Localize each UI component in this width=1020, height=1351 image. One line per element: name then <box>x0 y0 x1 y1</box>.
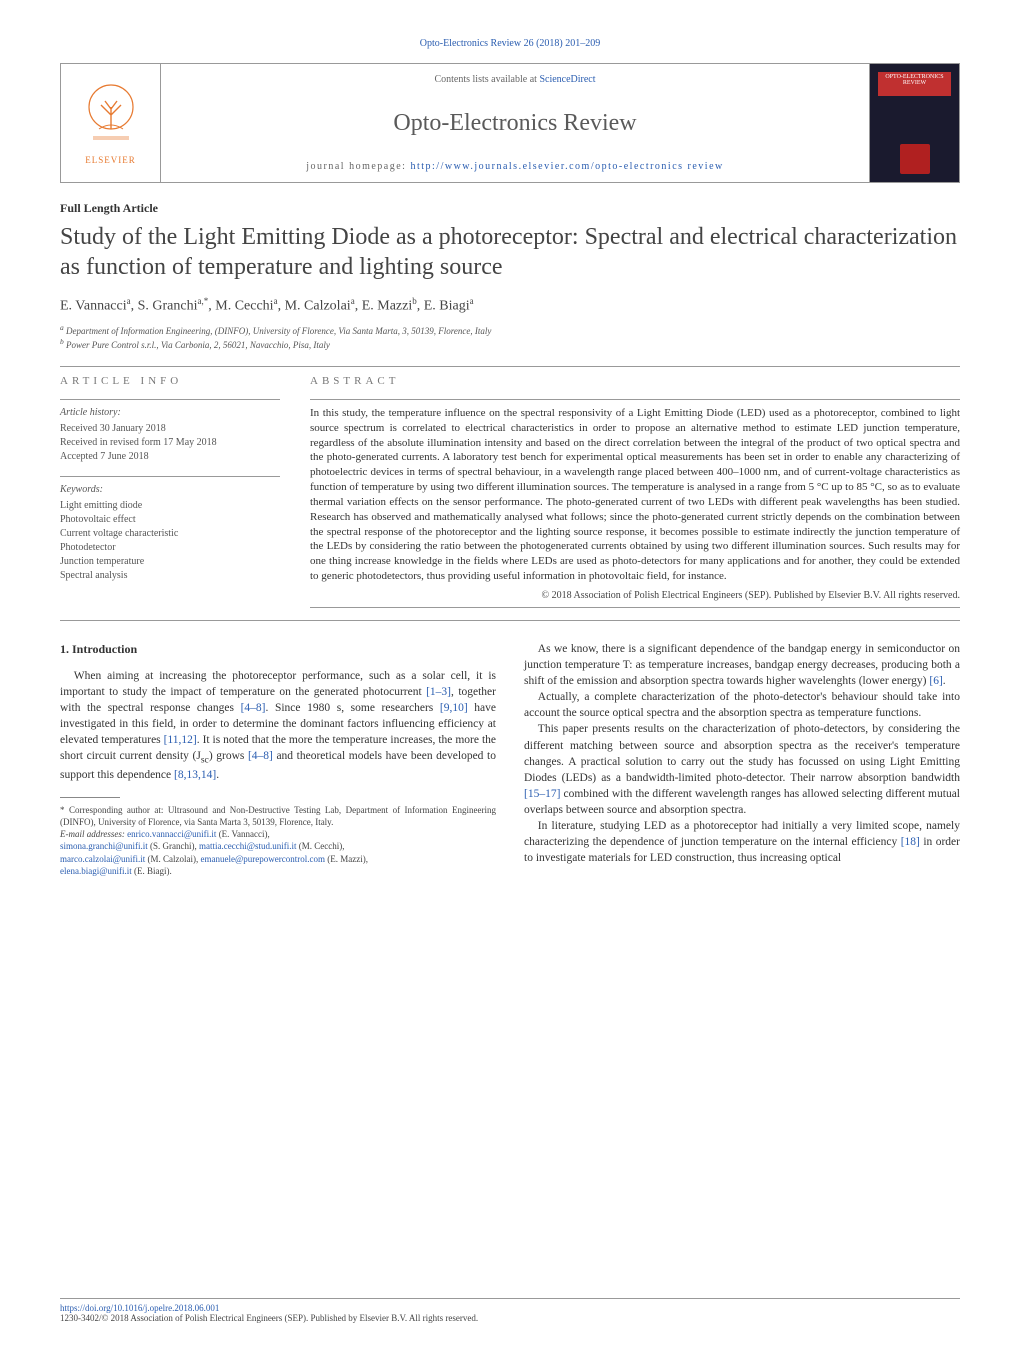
elsevier-logo: ELSEVIER <box>61 64 161 182</box>
journal-header: ELSEVIER Contents lists available at Sci… <box>60 63 960 183</box>
intro-heading: 1. Introduction <box>60 641 496 658</box>
ref-link[interactable]: [11,12] <box>164 734 197 746</box>
col2-paragraph-3: This paper presents results on the chara… <box>524 721 960 818</box>
article-info-column: ARTICLE INFO Article history: Received 3… <box>60 375 280 614</box>
ref-link[interactable]: [9,10] <box>440 702 468 714</box>
abstract-column: ABSTRACT In this study, the temperature … <box>310 375 960 614</box>
doi-link[interactable]: https://doi.org/10.1016/j.opelre.2018.06… <box>60 1303 219 1313</box>
article-title: Study of the Light Emitting Diode as a p… <box>60 222 960 282</box>
ref-link[interactable]: [4–8] <box>241 702 266 714</box>
keyword: Spectral analysis <box>60 569 280 583</box>
history-revised: Received in revised form 17 May 2018 <box>60 436 280 450</box>
email-link[interactable]: elena.biagi@unifi.it <box>60 866 132 876</box>
email-link[interactable]: simona.granchi@unifi.it <box>60 841 148 851</box>
footnote-separator <box>60 797 120 798</box>
cover-title: OPTO-ELECTRONICS REVIEW <box>878 72 951 96</box>
affiliations: a Department of Information Engineering,… <box>60 323 960 352</box>
email-addresses: E-mail addresses: enrico.vannacci@unifi.… <box>60 828 496 877</box>
footnotes: * Corresponding author at: Ultrasound an… <box>60 804 496 877</box>
keywords-label: Keywords: <box>60 483 280 497</box>
journal-name: Opto-Electronics Review <box>393 110 636 137</box>
divider <box>60 366 960 367</box>
page-footer: https://doi.org/10.1016/j.opelre.2018.06… <box>60 1298 960 1323</box>
article-info-heading: ARTICLE INFO <box>60 375 280 387</box>
history-label: Article history: <box>60 406 280 420</box>
journal-cover-thumbnail: OPTO-ELECTRONICS REVIEW <box>869 64 959 182</box>
history-received: Received 30 January 2018 <box>60 422 280 436</box>
elsevier-tree-icon <box>81 81 141 151</box>
ref-link[interactable]: [4–8] <box>248 750 273 762</box>
authors-line: E. Vannaccia, S. Granchia,*, M. Cecchia,… <box>60 296 960 315</box>
body-column-right: As we know, there is a significant depen… <box>524 641 960 877</box>
footer-divider <box>60 1298 960 1299</box>
email-link[interactable]: enrico.vannacci@unifi.it <box>127 829 216 839</box>
col2-paragraph-1: As we know, there is a significant depen… <box>524 641 960 689</box>
abstract-heading: ABSTRACT <box>310 375 960 387</box>
ref-link[interactable]: [8,13,14] <box>174 769 216 781</box>
contents-available: Contents lists available at ScienceDirec… <box>434 74 595 85</box>
body-columns: 1. Introduction When aiming at increasin… <box>60 641 960 877</box>
ref-link[interactable]: [15–17] <box>524 788 560 800</box>
email-link[interactable]: mattia.cecchi@stud.unifi.it <box>199 841 297 851</box>
body-column-left: 1. Introduction When aiming at increasin… <box>60 641 496 877</box>
ref-link[interactable]: [6] <box>929 675 942 687</box>
history-accepted: Accepted 7 June 2018 <box>60 450 280 464</box>
journal-homepage: journal homepage: http://www.journals.el… <box>306 161 724 172</box>
abstract-copyright: © 2018 Association of Polish Electrical … <box>310 590 960 601</box>
keyword: Light emitting diode <box>60 499 280 513</box>
abstract-text: In this study, the temperature influence… <box>310 406 960 584</box>
affiliation-b: b Power Pure Control s.r.l., Via Carboni… <box>60 337 960 352</box>
divider <box>60 620 960 621</box>
article-type: Full Length Article <box>60 201 960 216</box>
article-history: Article history: Received 30 January 201… <box>60 406 280 464</box>
keyword: Current voltage characteristic <box>60 527 280 541</box>
col2-paragraph-2: Actually, a complete characterization of… <box>524 689 960 721</box>
affiliation-a: a Department of Information Engineering,… <box>60 323 960 338</box>
email-link[interactable]: marco.calzolai@unifi.it <box>60 854 145 864</box>
sciencedirect-link[interactable]: ScienceDirect <box>539 74 595 85</box>
homepage-prefix: journal homepage: <box>306 161 410 172</box>
cover-year-badge <box>900 144 930 174</box>
journal-reference: Opto-Electronics Review 26 (2018) 201–20… <box>60 38 960 49</box>
issn-copyright: 1230-3402/© 2018 Association of Polish E… <box>60 1313 478 1323</box>
homepage-link[interactable]: http://www.journals.elsevier.com/opto-el… <box>410 161 723 172</box>
col2-paragraph-4: In literature, studying LED as a photore… <box>524 818 960 866</box>
keyword: Photodetector <box>60 541 280 555</box>
ref-link[interactable]: [18] <box>901 836 920 848</box>
keywords-block: Keywords: Light emitting diode Photovolt… <box>60 483 280 583</box>
keyword: Photovoltaic effect <box>60 513 280 527</box>
contents-prefix: Contents lists available at <box>434 74 539 85</box>
email-link[interactable]: emanuele@purepowercontrol.com <box>201 854 326 864</box>
corresponding-author-note: * Corresponding author at: Ultrasound an… <box>60 804 496 828</box>
elsevier-wordmark: ELSEVIER <box>85 155 136 165</box>
ref-link[interactable]: [1–3] <box>426 686 451 698</box>
intro-paragraph-1: When aiming at increasing the photorecep… <box>60 668 496 783</box>
header-center: Contents lists available at ScienceDirec… <box>161 64 869 182</box>
keyword: Junction temperature <box>60 555 280 569</box>
